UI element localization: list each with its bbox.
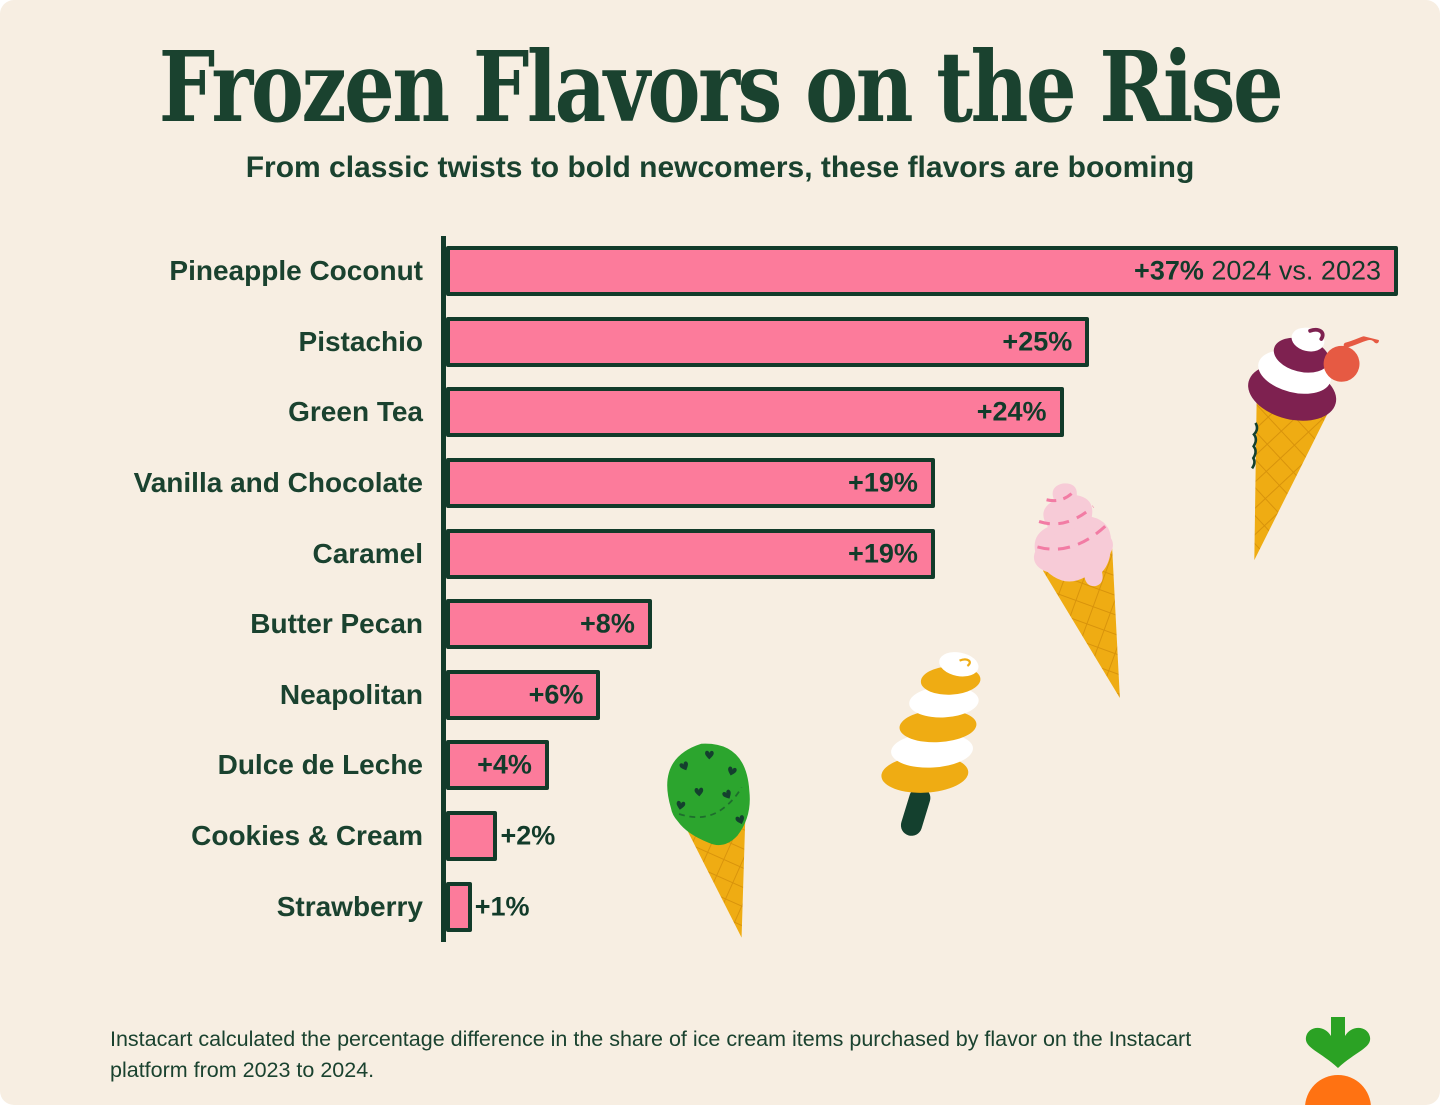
chart-row: Green Tea +24% [0, 377, 1440, 448]
chart-row: Butter Pecan +8% [0, 589, 1440, 660]
bar-value: +2% [500, 820, 556, 851]
bar: +8% [446, 599, 652, 650]
bar-value: +24% [976, 396, 1047, 427]
bar-value: +25% [1002, 326, 1073, 357]
chart-row: Caramel +19% [0, 518, 1440, 589]
category-label: Neapolitan [279, 678, 423, 710]
bar-track: +19% [446, 458, 1398, 509]
chart-row: Pistachio +25% [0, 307, 1440, 378]
bar-track: +24% [446, 387, 1398, 438]
bar-value: +4% [477, 749, 532, 780]
page-subtitle: From classic twists to bold newcomers, t… [245, 150, 1195, 184]
bar-value: +37% 2024 vs. 2023 [1134, 255, 1381, 286]
bar-track: +2% [446, 811, 1398, 862]
footnote: Instacart calculated the percentage diff… [110, 1027, 1192, 1083]
category-label: Cookies & Cream [191, 820, 423, 852]
bar-track: +25% [446, 316, 1398, 367]
category-label: Butter Pecan [250, 608, 423, 640]
bar-track: +8% [446, 599, 1398, 650]
bar: +6% [446, 669, 601, 720]
bar: +2% [446, 811, 555, 862]
chart-row: Cookies & Cream +2% [0, 801, 1440, 872]
bar-value: +19% [848, 538, 918, 569]
category-label: Dulce de Leche [217, 749, 423, 781]
bar-value: +19% [848, 467, 918, 498]
bar-track: +6% [446, 669, 1398, 720]
page-title: Frozen Flavors on the Rise [158, 30, 1284, 144]
bar: +24% [446, 387, 1064, 438]
bar: +4% [446, 740, 549, 791]
carrot-leaves-icon [1305, 1017, 1371, 1068]
carrot-root-icon [1305, 1075, 1371, 1105]
chart-axis-line [441, 236, 446, 942]
chart-row: Dulce de Leche +4% [0, 730, 1440, 801]
chart-row: Neapolitan +6% [0, 660, 1440, 731]
bar-chart: Pineapple Coconut +37% 2024 vs. 2023 Pista… [0, 236, 1440, 942]
category-label: Pineapple Coconut [169, 255, 423, 287]
chart-rows: Pineapple Coconut +37% 2024 vs. 2023 Pista… [0, 236, 1440, 942]
header: Frozen Flavors on the Rise From classic … [0, 0, 1440, 185]
category-label: Vanilla and Chocolate [133, 467, 423, 499]
category-label: Caramel [312, 537, 423, 569]
bar-track: +19% [446, 528, 1398, 579]
bar-value: +6% [528, 679, 584, 710]
chart-row: Strawberry +1% [0, 871, 1440, 942]
bar: +19% [446, 528, 935, 579]
category-label: Strawberry [276, 890, 423, 922]
bar-value: +1% [474, 891, 530, 922]
chart-row: Pineapple Coconut +37% 2024 vs. 2023 [0, 236, 1440, 307]
bar: +1% [446, 881, 530, 932]
bar-track: +1% [446, 881, 1398, 932]
category-label: Green Tea [288, 396, 423, 428]
bar-track: +37% 2024 vs. 2023 [446, 246, 1398, 297]
instacart-carrot-logo [1305, 1017, 1371, 1105]
bar-track: +4% [446, 740, 1398, 791]
category-label: Pistachio [298, 325, 423, 357]
bar: +25% [446, 316, 1090, 367]
bar: +37% 2024 vs. 2023 [446, 246, 1398, 297]
bar-value: +8% [580, 608, 635, 639]
chart-row: Vanilla and Chocolate +19% [0, 448, 1440, 519]
bar: +19% [446, 458, 935, 509]
